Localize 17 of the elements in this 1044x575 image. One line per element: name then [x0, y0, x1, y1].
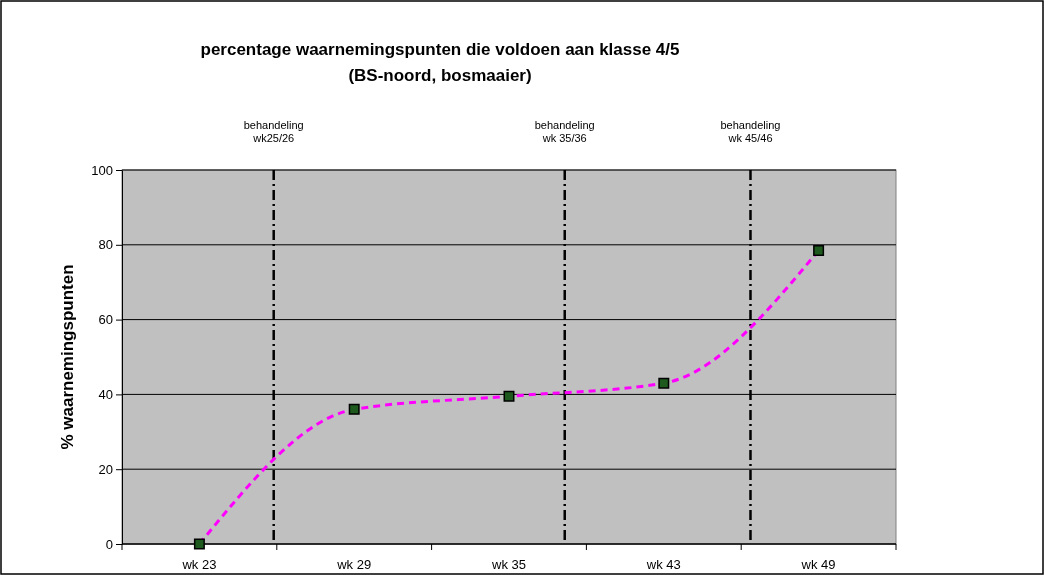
x-tick-label: wk 35: [491, 557, 526, 572]
x-tick-label: wk 43: [645, 557, 681, 572]
chart-subtitle: (BS-noord, bosmaaier): [348, 66, 532, 85]
y-tick-label: 60: [98, 312, 113, 328]
chart-title: percentage waarnemingspunten die voldoen aan klasse 4/5: [200, 40, 680, 59]
x-tick-label: wk 29: [336, 557, 372, 572]
text: behandeling wk 35/36: [534, 119, 595, 144]
y-tick-label: 80: [98, 237, 113, 253]
y-axis-title: % waarnemingspunten: [58, 264, 77, 450]
y-tick-label: 100: [91, 162, 113, 178]
text: behandeling wk25/26: [243, 119, 304, 144]
y-tick-label: 40: [98, 387, 113, 403]
text: behandeling wk 45/46: [720, 119, 781, 144]
x-tick-label: wk 49: [800, 557, 836, 572]
y-tick-label: 0: [105, 536, 113, 552]
x-tick-label: wk 23: [181, 557, 217, 572]
y-tick-label: 20: [98, 461, 113, 477]
